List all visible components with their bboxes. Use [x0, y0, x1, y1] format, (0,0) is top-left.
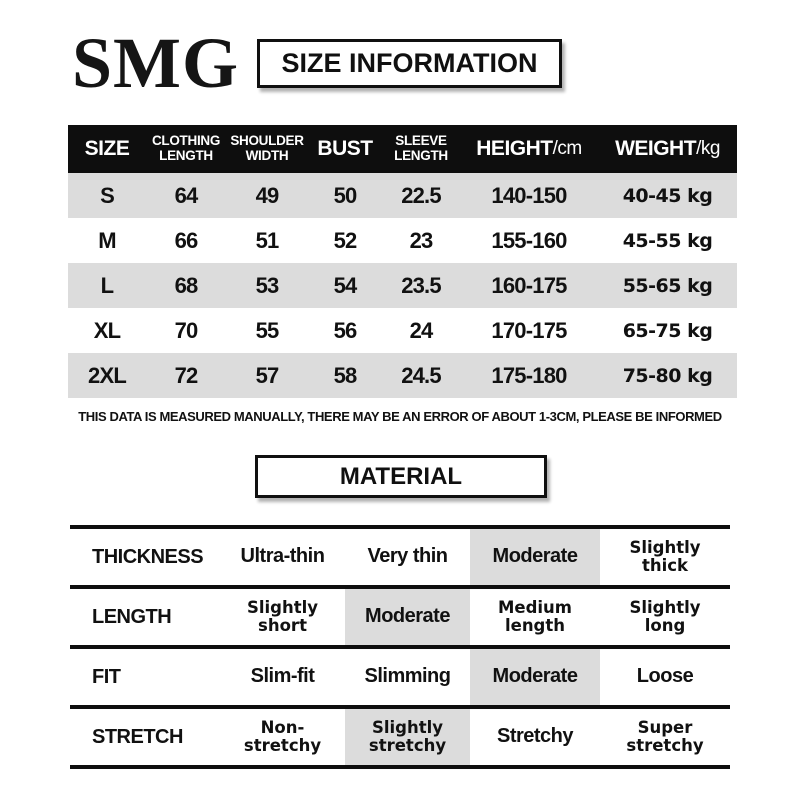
size-value: 72 [174, 362, 199, 388]
size-value: 23.5 [401, 272, 441, 298]
measurement-disclaimer: THIS DATA IS MEASURED MANUALLY, THERE MA… [78, 409, 722, 424]
size-value: 140-150 [491, 182, 567, 208]
size-value: 70 [174, 317, 199, 343]
size-value: 57 [255, 362, 280, 388]
material-option-selected: Moderate [470, 649, 600, 705]
size-value: 51 [255, 227, 280, 253]
size-row-xl: XL 70 55 56 24 170-175 65-75 kg [68, 308, 737, 353]
size-value: 58 [333, 362, 358, 388]
material-option-selected: Moderate [470, 529, 600, 585]
size-column-header-unit: /cm [552, 138, 583, 159]
size-column-header: SIZE [68, 137, 146, 161]
material-table: THICKNESS Ultra-thin Very thin Moderate Slig… [70, 525, 730, 769]
brand-logo: SMG [72, 23, 240, 103]
size-column-header-unit: /kg [696, 138, 720, 159]
size-column-header-label: SLEEVE LENGTH [394, 133, 448, 163]
material-option-selected: Moderate [345, 589, 470, 645]
size-value: 45-55 kg [622, 229, 713, 252]
material-option: Super stretchy [626, 718, 704, 755]
material-option: Non- stretchy [243, 718, 322, 755]
size-column-header: SLEEVE LENGTH [382, 133, 460, 164]
material-attribute-label: THICKNESS [92, 545, 204, 568]
size-value: 49 [255, 182, 280, 208]
size-value: 50 [333, 182, 358, 208]
size-row-s: S 64 49 50 22.5 140-150 40-45 kg [68, 173, 737, 218]
size-value: 68 [174, 272, 199, 298]
material-option: Slightly long [629, 598, 701, 635]
size-table: SIZE CLOTHING LENGTH SHOULDER WIDTH BUST SLE… [68, 125, 737, 398]
material-option: Slim-fit [250, 665, 315, 688]
size-value: 170-175 [491, 317, 567, 343]
size-column-header-label: SHOULDER WIDTH [230, 133, 304, 163]
size-value: 64 [174, 182, 199, 208]
material-option: Stretchy [496, 725, 574, 748]
size-value: 52 [333, 227, 358, 253]
size-value: 66 [174, 227, 199, 253]
size-column-header-label: WEIGHT [615, 137, 697, 160]
size-column-header-label: HEIGHT [476, 137, 553, 160]
size-row-2xl: 2XL 72 57 58 24.5 175-180 75-80 kg [68, 353, 737, 398]
material-option: Loose [636, 665, 694, 688]
size-row-m: M 66 51 52 23 155-160 45-55 kg [68, 218, 737, 263]
material-option-selected: Slightly stretchy [345, 709, 470, 765]
size-column-header: CLOTHING LENGTH [146, 133, 226, 164]
material-attribute-label: LENGTH [92, 605, 172, 628]
size-value: 55-65 kg [622, 274, 713, 297]
size-table-body: S 64 49 50 22.5 140-150 40-45 kg M 66 51 52 23 155-1… [68, 173, 737, 398]
material-row-length: LENGTH Slightly short Moderate Medium lengt… [70, 585, 730, 645]
material-option: Slimming [364, 665, 451, 688]
material-attribute-label: FIT [92, 665, 121, 688]
size-value: 175-180 [491, 362, 567, 388]
size-column-header-label: BUST [317, 137, 373, 160]
size-value: 65-75 kg [622, 319, 713, 342]
size-value: 160-175 [491, 272, 567, 298]
material-option: Ultra-thin [240, 545, 325, 568]
size-column-header: SHOULDER WIDTH [226, 133, 308, 164]
size-column-header: WEIGHT/kg [598, 137, 737, 161]
size-column-header: BUST [308, 137, 382, 161]
material-title: MATERIAL [255, 455, 547, 498]
size-column-header-label: CLOTHING LENGTH [151, 133, 221, 163]
size-label: M [98, 227, 116, 253]
size-value: 55 [255, 317, 280, 343]
material-row-fit: FIT Slim-fit Slimming Moderate Loose [70, 645, 730, 705]
size-label: 2XL [88, 362, 127, 388]
size-value: 24.5 [401, 362, 441, 388]
material-attribute-label: STRETCH [92, 725, 183, 748]
size-value: 155-160 [491, 227, 567, 253]
size-value: 24 [409, 317, 434, 343]
size-column-header-label: SIZE [84, 137, 130, 160]
size-value: 40-45 kg [622, 184, 713, 207]
material-option: Slightly thick [629, 538, 701, 575]
material-row-thickness: THICKNESS Ultra-thin Very thin Moderate Slig… [70, 525, 730, 585]
size-table-header: SIZE CLOTHING LENGTH SHOULDER WIDTH BUST SLE… [68, 125, 737, 173]
size-value: 54 [333, 272, 358, 298]
material-row-stretch: STRETCH Non- stretchy Slightly stretchy Str… [70, 705, 730, 769]
size-label: S [100, 182, 115, 208]
size-value: 75-80 kg [622, 364, 713, 387]
size-value: 22.5 [401, 182, 441, 208]
size-row-l: L 68 53 54 23.5 160-175 55-65 kg [68, 263, 737, 308]
size-information-title: SIZE INFORMATION [257, 39, 562, 88]
size-label: L [100, 272, 114, 298]
size-label: XL [93, 317, 121, 343]
size-column-header: HEIGHT/cm [460, 137, 598, 161]
size-value: 53 [255, 272, 280, 298]
material-title-label: MATERIAL [339, 462, 463, 490]
material-option: Slightly short [246, 598, 319, 635]
material-option: Medium length [497, 598, 573, 635]
material-option: Very thin [367, 545, 448, 568]
size-information-title-label: SIZE INFORMATION [281, 48, 538, 78]
size-value: 56 [333, 317, 358, 343]
size-value: 23 [409, 227, 434, 253]
